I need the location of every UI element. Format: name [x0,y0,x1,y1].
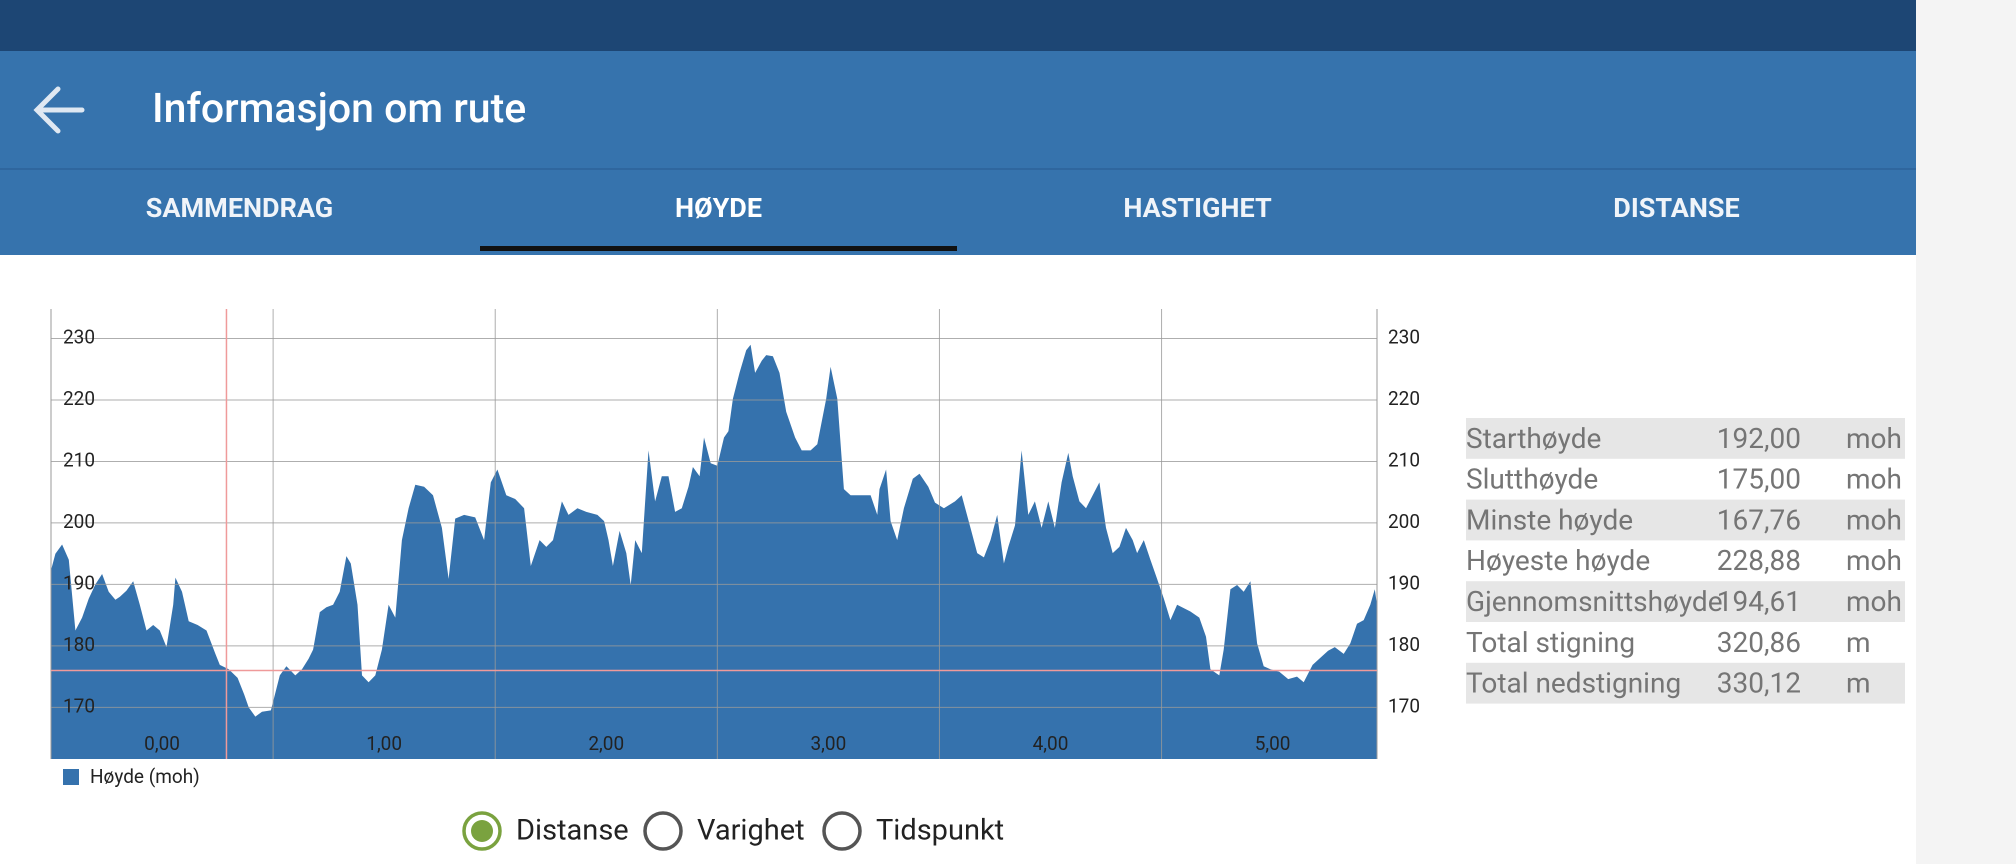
y-tick-label: 190 [63,571,95,594]
radio-button[interactable] [822,811,862,851]
radio-label[interactable]: Tidspunkt [876,814,1004,848]
stat-label: Minste høyde [1466,503,1633,536]
y-tick-label: 180 [63,633,95,656]
tab[interactable]: HØYDE [675,192,762,224]
stat-value: 228,88 [1717,544,1801,577]
stat-label: Total nedstigning [1466,667,1681,700]
stat-unit: m [1846,667,1871,700]
stat-value: 330,12 [1717,667,1801,700]
stats-row-bg [1466,581,1905,622]
y2-tick-label: 190 [1388,571,1420,594]
stats-row-bg [1466,418,1905,459]
elevation-area [51,344,1377,759]
stat-unit: moh [1846,422,1902,455]
arrow-head [33,86,61,134]
stat-unit: m [1846,626,1871,659]
y-tick-label: 200 [63,510,95,533]
stat-value: 320,86 [1717,626,1801,659]
legend-swatch [63,769,79,785]
y2-tick-label: 230 [1388,326,1420,349]
radio-button[interactable] [462,811,502,851]
y-tick-label: 220 [63,387,95,410]
stat-label: Slutthøyde [1466,463,1598,496]
stat-unit: moh [1846,585,1902,618]
y2-tick-label: 210 [1388,448,1420,471]
stat-value: 192,00 [1717,422,1801,455]
y2-tick-label: 220 [1388,387,1420,410]
stat-unit: moh [1846,463,1902,496]
y2-tick-label: 200 [1388,510,1420,533]
y2-tick-label: 170 [1388,694,1420,717]
radio-label[interactable]: Varighet [697,814,805,848]
x-tick-label: 2,00 [588,732,624,755]
radio-dot [471,820,493,842]
x-tick-label: 1,00 [366,732,402,755]
tab-indicator [480,246,957,251]
legend-label: Høyde (moh) [90,765,200,788]
stat-value: 167,76 [1717,503,1801,536]
tab[interactable]: DISTANSE [1613,192,1739,224]
radio-button[interactable] [643,811,683,851]
app-bar [0,51,1916,255]
stats-row-bg [1466,662,1905,704]
y-tick-label: 230 [63,326,95,349]
stat-label: Gjennomsnittshøyde [1466,585,1723,618]
x-tick-label: 0,00 [144,732,180,755]
stat-label: Høyeste høyde [1466,544,1650,577]
radio-label[interactable]: Distanse [516,814,629,848]
stats-row-bg [1466,499,1905,541]
x-tick-label: 4,00 [1033,732,1069,755]
x-tick-label: 3,00 [810,732,846,755]
app-title: Informasjon om rute [152,85,526,133]
stat-unit: moh [1846,503,1902,536]
right-edge [1916,0,2016,864]
status-bar [0,0,1916,51]
tab[interactable]: SAMMENDRAG [146,192,333,224]
stat-label: Starthøyde [1466,422,1601,455]
stat-label: Total stigning [1466,626,1635,659]
x-tick-label: 5,00 [1255,732,1291,755]
stat-unit: moh [1846,544,1902,577]
stat-value: 194,61 [1717,585,1801,618]
y-tick-label: 210 [63,448,95,471]
tab[interactable]: HASTIGHET [1123,192,1272,224]
back-button[interactable] [33,86,85,134]
y-tick-label: 170 [63,694,95,717]
y2-tick-label: 180 [1388,633,1420,656]
stat-value: 175,00 [1717,463,1801,496]
